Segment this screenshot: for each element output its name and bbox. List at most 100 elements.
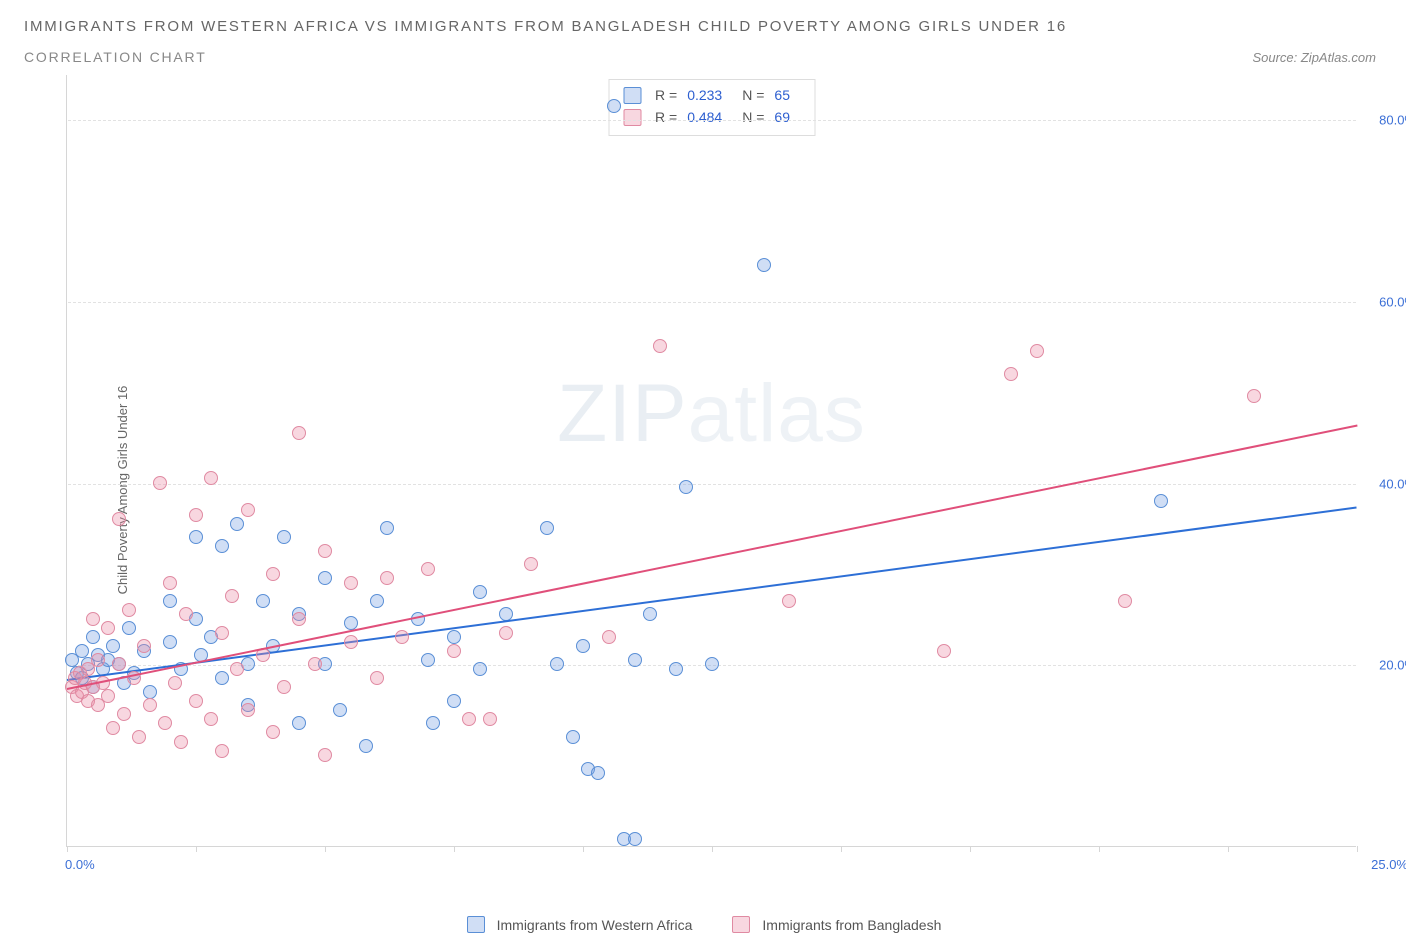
data-point [292, 716, 306, 730]
data-point [550, 657, 564, 671]
data-point [421, 653, 435, 667]
data-point [1004, 367, 1018, 381]
data-point [782, 594, 796, 608]
data-point [117, 707, 131, 721]
data-point [499, 626, 513, 640]
data-point [189, 530, 203, 544]
data-point [101, 621, 115, 635]
data-point [937, 644, 951, 658]
data-point [395, 630, 409, 644]
y-tick-label: 80.0% [1379, 113, 1406, 128]
data-point [215, 671, 229, 685]
legend-swatch-b [732, 916, 750, 933]
data-point [112, 657, 126, 671]
r-value-a: 0.233 [687, 84, 722, 106]
data-point [370, 594, 384, 608]
x-tick [196, 846, 197, 852]
y-tick-label: 20.0% [1379, 658, 1406, 673]
source-attribution: Source: ZipAtlas.com [1252, 50, 1376, 65]
data-point [318, 748, 332, 762]
data-point [163, 576, 177, 590]
data-point [137, 639, 151, 653]
x-tick [1099, 846, 1100, 852]
gridline [68, 302, 1356, 303]
x-tick [712, 846, 713, 852]
data-point [86, 630, 100, 644]
data-point [643, 607, 657, 621]
chart-title: IMMIGRANTS FROM WESTERN AFRICA VS IMMIGR… [24, 18, 1382, 35]
data-point [266, 725, 280, 739]
data-point [277, 680, 291, 694]
data-point [292, 426, 306, 440]
data-point [524, 557, 538, 571]
x-max-label: 25.0% [1371, 857, 1406, 872]
data-point [241, 703, 255, 717]
data-point [370, 671, 384, 685]
data-point [462, 712, 476, 726]
data-point [215, 539, 229, 553]
watermark: ZIPatlas [557, 367, 866, 461]
chart-header: IMMIGRANTS FROM WESTERN AFRICA VS IMMIGR… [24, 18, 1382, 65]
chart-subtitle: CORRELATION CHART [24, 49, 207, 65]
data-point [168, 676, 182, 690]
data-point [230, 517, 244, 531]
data-point [215, 744, 229, 758]
x-tick [583, 846, 584, 852]
trend-line [67, 425, 1357, 690]
data-point [483, 712, 497, 726]
x-tick [454, 846, 455, 852]
data-point [179, 607, 193, 621]
data-point [204, 712, 218, 726]
data-point [1154, 494, 1168, 508]
data-point [1247, 389, 1261, 403]
data-point [380, 571, 394, 585]
data-point [607, 99, 621, 113]
data-point [106, 721, 120, 735]
data-point [215, 626, 229, 640]
data-point [86, 612, 100, 626]
stats-row-series-b: R = 0.484 N = 69 [623, 106, 800, 128]
data-point [143, 698, 157, 712]
data-point [132, 730, 146, 744]
x-tick [325, 846, 326, 852]
data-point [143, 685, 157, 699]
data-point [189, 694, 203, 708]
data-point [277, 530, 291, 544]
data-point [241, 503, 255, 517]
data-point [318, 571, 332, 585]
data-point [426, 716, 440, 730]
data-point [669, 662, 683, 676]
data-point [318, 544, 332, 558]
data-point [101, 689, 115, 703]
legend-label-a: Immigrants from Western Africa [497, 917, 693, 933]
data-point [158, 716, 172, 730]
data-point [230, 662, 244, 676]
data-point [653, 339, 667, 353]
data-point [473, 585, 487, 599]
gridline [68, 484, 1356, 485]
stats-row-series-a: R = 0.233 N = 65 [623, 84, 800, 106]
stats-legend-box: R = 0.233 N = 65 R = 0.484 N = 69 [608, 79, 815, 136]
plot-area: ZIPatlas R = 0.233 N = 65 R = 0.484 N = … [66, 75, 1356, 847]
data-point [1118, 594, 1132, 608]
data-point [256, 594, 270, 608]
y-tick-label: 60.0% [1379, 295, 1406, 310]
swatch-series-b [623, 109, 641, 126]
x-tick [841, 846, 842, 852]
data-point [122, 603, 136, 617]
x-tick [1228, 846, 1229, 852]
x-tick [1357, 846, 1358, 852]
data-point [153, 476, 167, 490]
data-point [174, 735, 188, 749]
data-point [591, 766, 605, 780]
legend-item-a: Immigrants from Western Africa [467, 916, 693, 933]
data-point [333, 703, 347, 717]
correlation-chart: Child Poverty Among Girls Under 16 ZIPat… [24, 75, 1384, 905]
data-point [163, 635, 177, 649]
x-min-label: 0.0% [65, 857, 95, 872]
data-point [225, 589, 239, 603]
data-point [122, 621, 136, 635]
data-point [705, 657, 719, 671]
legend-label-b: Immigrants from Bangladesh [762, 917, 941, 933]
n-value-a: 65 [774, 84, 790, 106]
